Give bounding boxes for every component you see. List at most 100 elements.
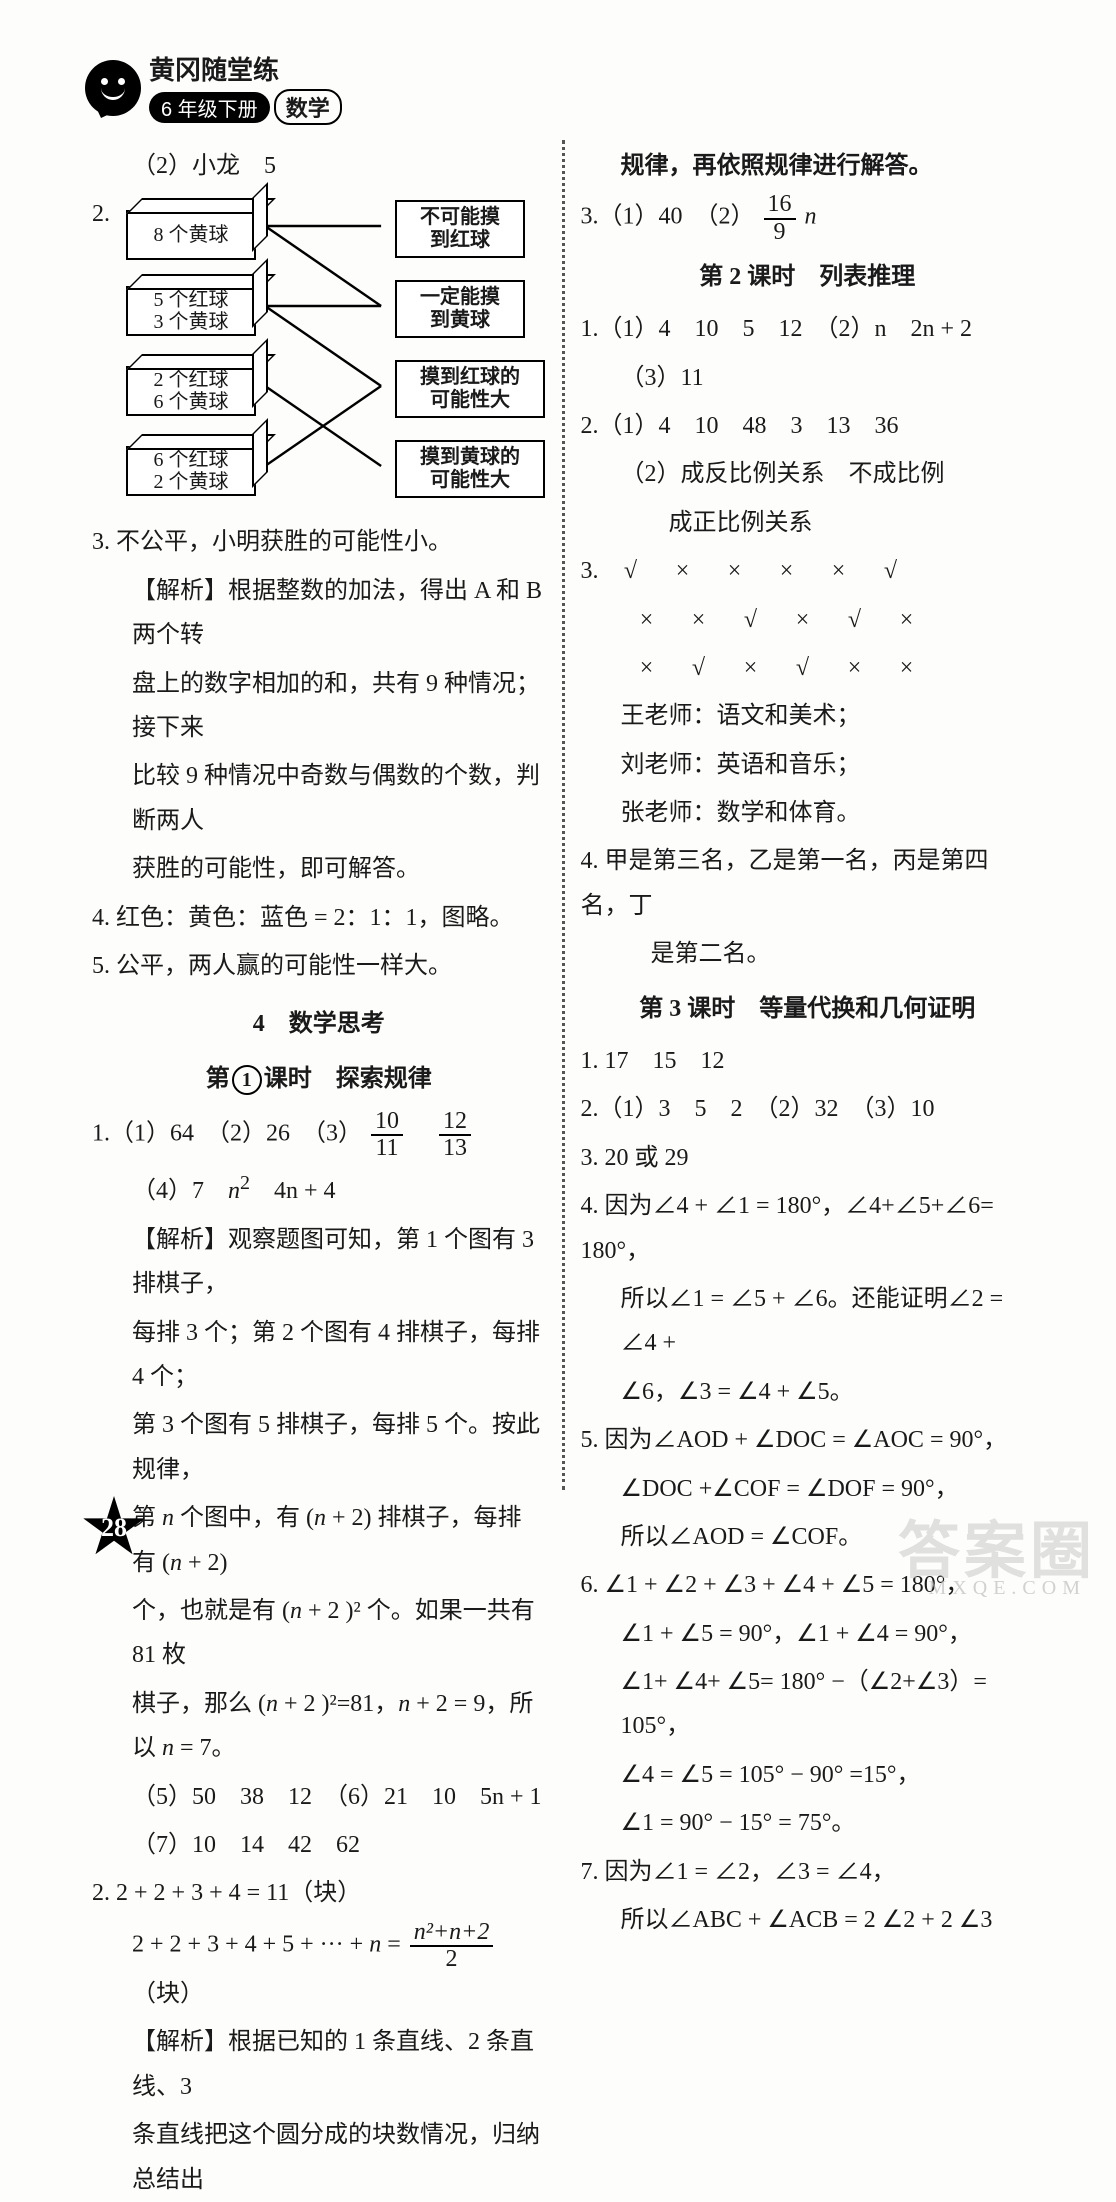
t: （块） [132,1981,204,2007]
numerator: 10 [371,1109,403,1136]
text: 2.（1）3 5 2 （2）32 （3）10 [581,1087,1035,1131]
var: n [228,1178,240,1204]
text: （2）小龙 5 [92,144,546,188]
fraction: 169 [764,192,796,244]
text: 所以∠ABC + ∠ACB = 2 ∠2 + 2 ∠3 [581,1898,1035,1942]
text: 成正比例关系 [581,501,1035,545]
text: 2.（1）4 10 48 3 13 36 [581,404,1035,448]
text: 2. 2 + 2 + 3 + 4 = 11（块） [92,1871,546,1915]
text: 是第二名。 [581,932,1035,976]
matching-diagram: 8 个黄球 5 个红球 3 个黄球 2 个红球 6 个黄球 6 个红球 2 个黄… [120,196,546,506]
t: = 7。 [174,1735,236,1761]
text: 第 n 个图中，有 (n + 2) 排棋子，每排有 (n + 2) [92,1496,546,1585]
fraction: 1011 [371,1109,403,1161]
text: 5. 因为∠AOD + ∠DOC = ∠AOC = 90°， [581,1418,1035,1462]
text: 7. 因为∠1 = ∠2，∠3 = ∠4， [581,1850,1035,1894]
marks-row: √××××√ [605,558,917,584]
var: n [314,1505,326,1531]
label-box: 不可能摸 到红球 [395,200,525,258]
text: 1.（1）4 10 5 12 （2）n 2n + 2 [581,307,1035,351]
series-title: 黄冈随堂练 [149,50,342,87]
denominator: 13 [439,1136,471,1161]
text: 每排 3 个；第 2 个图有 4 排棋子，每排 4 个； [92,1311,546,1400]
text: （4）7 [132,1178,228,1204]
text: 【解析】根据已知的 1 条直线、2 条直线、3 [92,2020,546,2109]
text: 4. 甲是第三名，乙是第一名，丙是第四名，丁 [581,839,1035,928]
label-box: 摸到黄球的 可能性大 [395,440,545,498]
sup: 2 [240,1172,250,1194]
text: 4. 红色：黄色：蓝色 = 2：1：1，图略。 [92,896,546,940]
text: 4. 因为∠4 + ∠1 = 180°，∠4+∠5+∠6= 180°， [581,1184,1035,1273]
label-box: 摸到红球的 可能性大 [395,360,545,418]
var: n [162,1735,174,1761]
box-label: 5 个红球 3 个黄球 [154,289,229,333]
var: n [369,1931,381,1957]
text: （5）50 38 12 （6）21 10 5n + 1 [92,1775,546,1819]
text: 获胜的可能性，即可解答。 [92,847,546,891]
t: 个图中，有 ( [174,1505,314,1531]
text: 个，也就是有 (n + 2 )² 个。如果一共有 81 枚 [92,1589,546,1678]
numerator: 16 [764,192,796,219]
text: ∠1+ ∠4+ ∠5= 180° −（∠2+∠3）= 105°， [581,1660,1035,1749]
text: 4n + 4 [250,1178,336,1204]
box: 8 个黄球 [126,210,256,260]
text: ∠6，∠3 = ∠4 + ∠5。 [581,1370,1035,1414]
numerator: n²+n+2 [410,1920,494,1947]
t: 3. [581,558,599,584]
text: 规律，再依照规律进行解答。 [581,144,1035,188]
box: 5 个红球 3 个黄球 [126,286,256,336]
text: 1.（1）64 （2）26 （3） 1011 1213 [92,1109,546,1161]
marks-row: ×√×√×× [581,646,1035,690]
text: 棋子，那么 (n + 2 )²=81，n + 2 = 9，所以 n = 7。 [92,1682,546,1771]
circled-number: 1 [232,1065,262,1095]
box-label: 8 个黄球 [154,224,229,246]
denominator: 9 [770,220,790,245]
text: 比较 9 种情况中奇数与偶数的个数，判断两人 [92,754,546,843]
text: 【解析】根据整数的加法，得出 A 和 B 两个转 [92,569,546,658]
text: 3. 20 或 29 [581,1136,1035,1180]
left-column: （2）小龙 5 2. 8 个黄球 5 个红球 3 个黄球 2 个红球 6 个黄球… [80,140,558,1490]
box: 6 个红球 2 个黄球 [126,446,256,496]
text: 第 [206,1066,230,1092]
text: 1. 17 15 12 [581,1039,1035,1083]
header-text: 黄冈随堂练 6 年级下册 数学 [149,50,342,125]
var: n [162,1505,174,1531]
grade-badge: 6 年级下册 [149,92,270,123]
label-box: 一定能摸 到黄球 [395,280,525,338]
t: 2 + 2 + 3 + 4 + 5 + ··· + [132,1931,369,1957]
text: 2 + 2 + 3 + 4 + 5 + ··· + n = n²+n+22 （块… [92,1920,546,2017]
t: 个，也就是有 ( [132,1598,290,1624]
text: ∠1 = 90° − 15° = 75°。 [581,1801,1035,1845]
var: n [170,1550,182,1576]
t: 棋子，那么 ( [132,1691,266,1717]
fraction: n²+n+22 [410,1920,494,1972]
box-label: 2 个红球 6 个黄球 [154,369,229,413]
text: 【解析】观察题图可知，第 1 个图有 3 排棋子， [92,1218,546,1307]
watermark-url: MXQE.COM [929,1577,1086,1600]
text: 第 3 个图有 5 排棋子，每排 5 个。按此规律， [92,1403,546,1492]
box: 2 个红球 6 个黄球 [126,366,256,416]
text: 课时 探索规律 [264,1066,432,1092]
label: 摸到红球的 可能性大 [420,366,520,412]
text: 盘上的数字相加的和，共有 9 种情况；接下来 [92,662,546,751]
column-divider [562,140,565,1490]
text: （3）11 [581,356,1035,400]
text: 张老师：数学和体育。 [581,791,1035,835]
text: （7）10 14 42 62 [92,1823,546,1867]
label: 不可能摸 到红球 [420,206,500,252]
text: 王老师：语文和美术； [581,694,1035,738]
var: n [398,1691,410,1717]
subsection-title: 第1课时 探索规律 [92,1057,546,1101]
denominator: 11 [371,1136,402,1161]
text: ∠4 = ∠5 = 105° − 90° =15°， [581,1753,1035,1797]
text: （4）7 n2 4n + 4 [92,1165,546,1213]
denominator: 2 [442,1947,462,1972]
text: 刘老师：英语和音乐； [581,743,1035,787]
label: 摸到黄球的 可能性大 [420,446,520,492]
text: ∠1 + ∠5 = 90°，∠1 + ∠4 = 90°， [581,1612,1035,1656]
var: n [266,1691,278,1717]
fraction: 1213 [439,1109,471,1161]
subsection-title: 第 3 课时 等量代换和几何证明 [581,987,1035,1031]
text: 条直线把这个圆分成的块数情况，归纳总结出 [92,2113,546,2202]
text: 3. 不公平，小明获胜的可能性小。 [92,520,546,564]
